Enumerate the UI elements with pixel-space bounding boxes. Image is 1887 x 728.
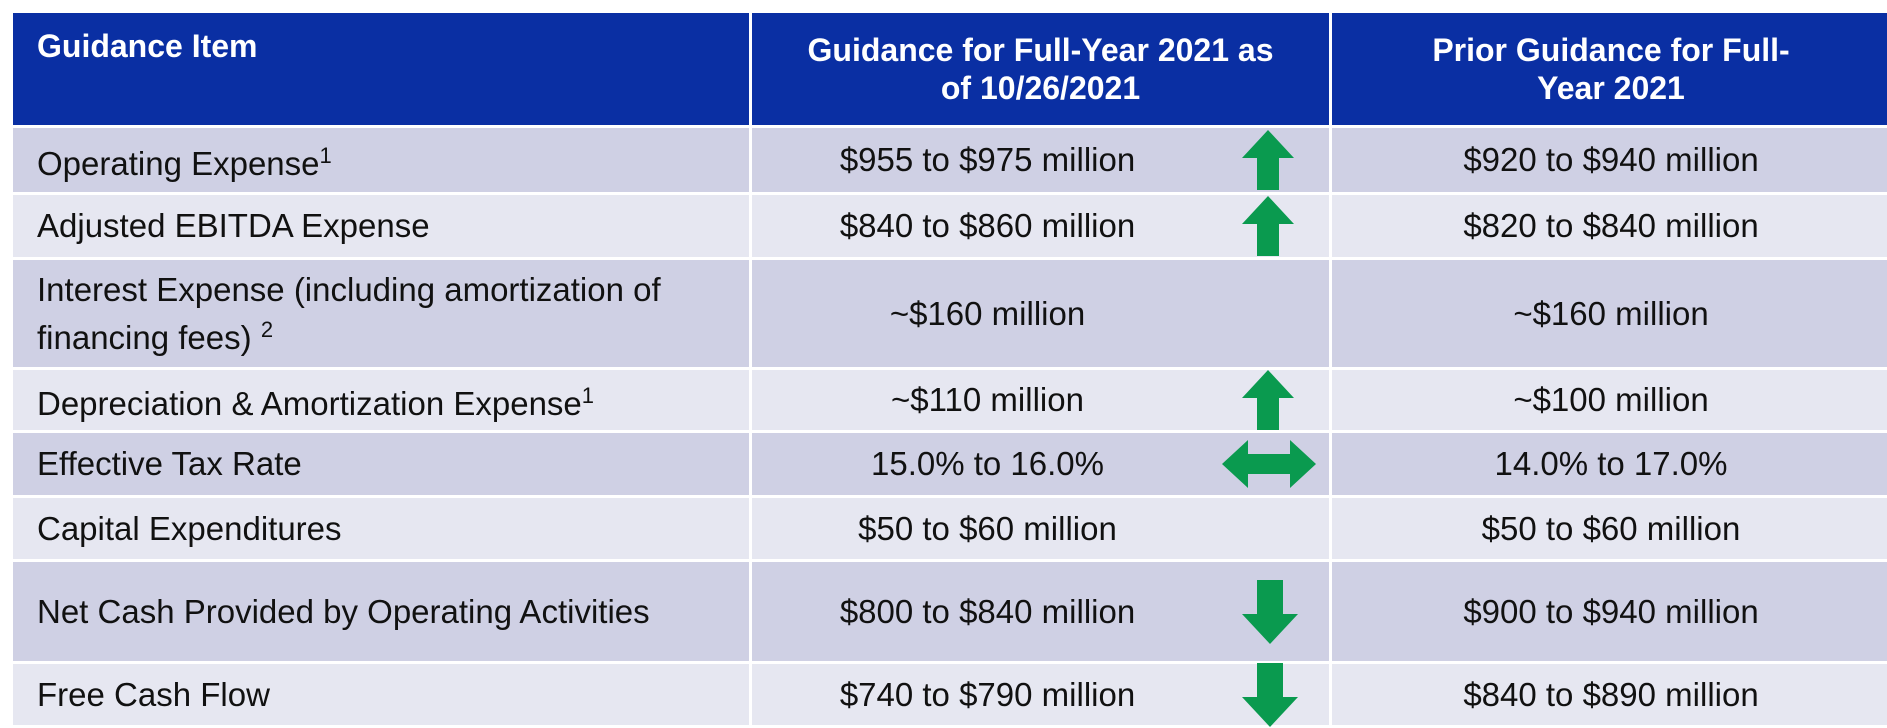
cell: ~$160 million xyxy=(751,259,1331,369)
current-guidance: ~$110 million xyxy=(891,381,1084,418)
current-guidance: $800 to $840 million xyxy=(840,593,1135,630)
footnote-mark: 1 xyxy=(582,383,594,408)
cell: Depreciation & Amortization Expense1 xyxy=(12,369,751,432)
current-guidance: $955 to $975 million xyxy=(840,141,1135,178)
cell: $900 to $940 million xyxy=(1331,561,1887,663)
prior-guidance: ~$160 million xyxy=(1513,295,1708,332)
header-cell: Guidance Item xyxy=(12,12,751,127)
row: Operating Expense1 $955 to $975 million $9… xyxy=(12,127,1887,194)
cell: $955 to $975 million xyxy=(751,127,1331,194)
header-cell: Prior Guidance for Full-Year 2021 xyxy=(1331,12,1887,127)
item-text: Net Cash Provided by Operating Activitie… xyxy=(37,593,650,630)
cell: $740 to $790 million xyxy=(751,663,1331,727)
cell: 15.0% to 16.0% xyxy=(751,432,1331,497)
item-text: Interest Expense (including amortization… xyxy=(37,271,661,356)
cell: 14.0% to 17.0% xyxy=(1331,432,1887,497)
prior-guidance: 14.0% to 17.0% xyxy=(1495,445,1728,482)
cell: $840 to $890 million xyxy=(1331,663,1887,727)
guidance-table: Guidance Item Guidance for Full-Year 202… xyxy=(10,10,1887,728)
up-arrow xyxy=(1242,370,1294,430)
cell: $50 to $60 million xyxy=(751,497,1331,561)
cell: ~$160 million xyxy=(1331,259,1887,369)
cell: $820 to $840 million xyxy=(1331,194,1887,259)
prior-guidance: $900 to $940 million xyxy=(1463,593,1758,630)
cell: Operating Expense1 xyxy=(12,127,751,194)
prior-guidance: $840 to $890 million xyxy=(1463,676,1758,713)
row: Interest Expense (including amortization… xyxy=(12,259,1887,369)
cell: $50 to $60 million xyxy=(1331,497,1887,561)
row: Net Cash Provided by Operating Activitie… xyxy=(12,561,1887,663)
row: Free Cash Flow $740 to $790 million $840 t… xyxy=(12,663,1887,727)
item-text: Capital Expenditures xyxy=(37,510,342,547)
cell: ~$110 million xyxy=(751,369,1331,432)
prior-guidance: $820 to $840 million xyxy=(1463,207,1758,244)
prior-guidance: ~$100 million xyxy=(1513,381,1708,418)
header-cell: Guidance for Full-Year 2021 as of 10/26/… xyxy=(751,12,1331,127)
cell: ~$100 million xyxy=(1331,369,1887,432)
cell: Adjusted EBITDA Expense xyxy=(12,194,751,259)
footnote-mark: 1 xyxy=(320,143,332,168)
up-arrow xyxy=(1242,196,1294,256)
header-row: Guidance Item Guidance for Full-Year 202… xyxy=(12,12,1887,127)
current-guidance: ~$160 million xyxy=(890,295,1085,332)
cell: $840 to $860 million xyxy=(751,194,1331,259)
item-text: Free Cash Flow xyxy=(37,676,270,713)
row: Effective Tax Rate 15.0% to 16.0% 14.0% to… xyxy=(12,432,1887,497)
cell: Net Cash Provided by Operating Activitie… xyxy=(12,561,751,663)
cell: Effective Tax Rate xyxy=(12,432,751,497)
up-arrow xyxy=(1242,130,1294,190)
item-text: Adjusted EBITDA Expense xyxy=(37,207,430,244)
item-text: Depreciation & Amortization Expense xyxy=(37,385,582,422)
footnote-mark: 2 xyxy=(261,317,273,342)
item-text: Operating Expense xyxy=(37,145,320,182)
prior-guidance: $920 to $940 million xyxy=(1463,141,1758,178)
row: Adjusted EBITDA Expense $840 to $860 mill… xyxy=(12,194,1887,259)
cell: $920 to $940 million xyxy=(1331,127,1887,194)
prior-guidance: $50 to $60 million xyxy=(1482,510,1741,547)
cell: Capital Expenditures xyxy=(12,497,751,561)
current-guidance: 15.0% to 16.0% xyxy=(871,445,1104,482)
cell: Interest Expense (including amortization… xyxy=(12,259,751,369)
row: Capital Expenditures $50 to $60 million $5… xyxy=(12,497,1887,561)
current-guidance: $840 to $860 million xyxy=(840,207,1135,244)
both-arrow xyxy=(1222,440,1316,488)
cell: Free Cash Flow xyxy=(12,663,751,727)
down-arrow xyxy=(1242,663,1298,727)
current-guidance: $50 to $60 million xyxy=(858,510,1117,547)
down-arrow xyxy=(1242,580,1298,644)
row: Depreciation & Amortization Expense1 ~$11… xyxy=(12,369,1887,432)
cell: $800 to $840 million xyxy=(751,561,1331,663)
current-guidance: $740 to $790 million xyxy=(840,676,1135,713)
item-text: Effective Tax Rate xyxy=(37,445,302,482)
